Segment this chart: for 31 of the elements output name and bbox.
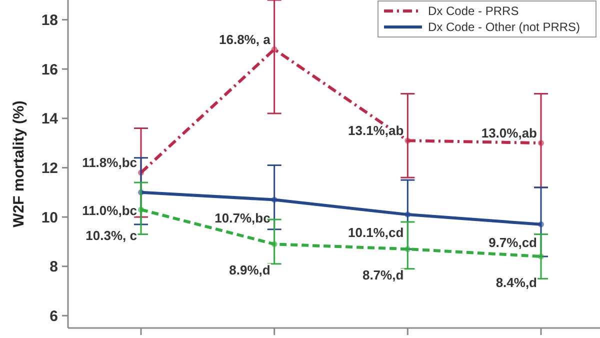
point [404,246,411,252]
y-tick-label: 6 [50,308,58,325]
data-label: 13.0%,ab [481,126,538,141]
data-label: 8.7%,d [362,268,404,283]
point [271,241,278,248]
legend-label: Dx Code - Other (not PRRS) [428,20,580,34]
point [538,253,544,260]
point [138,206,144,213]
point [404,212,411,218]
data-label: 8.9%,d [229,262,270,278]
y-tick-label: 12 [41,160,58,177]
legend-label: Dx Code - PRRS [428,4,519,18]
y-tick-label: 14 [41,110,59,128]
data-label: 10.3%, c [86,228,137,244]
y-tick-label: 8 [50,258,58,276]
point [538,140,544,146]
point [404,138,411,144]
y-tick-label: 10 [41,209,58,226]
data-label: 16.8%, a [219,32,272,47]
y-tick-label: 16 [41,61,58,78]
data-label: 10.7%,bc [214,210,270,226]
point [271,196,278,203]
data-label: 10.1%,cd [348,225,404,240]
data-label: 11.8%,bc [82,155,137,170]
y-tick-label: 18 [41,12,58,29]
data-label: 8.4%,d [496,275,538,290]
data-label: 11.0%,bc [82,202,137,218]
y-axis-title: W2F mortality (%) [10,100,28,228]
data-label: 9.7%,cd [488,234,538,250]
point [271,46,278,52]
point [538,221,544,228]
